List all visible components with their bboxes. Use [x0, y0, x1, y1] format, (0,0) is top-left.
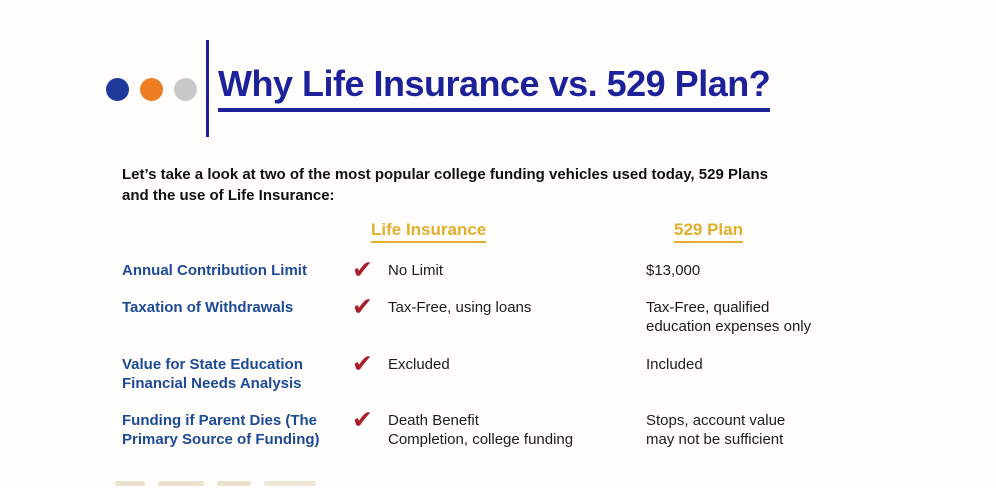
column-header-529-plan: 529 Plan — [674, 220, 743, 243]
life-insurance-cell: ✔ Tax-Free, using loans — [352, 292, 632, 321]
cutoff-text-fragment — [115, 481, 145, 486]
bullet-dots — [106, 78, 197, 101]
life-insurance-cell: ✔ No Limit — [352, 255, 632, 284]
plan-529-value: Stops, account value may not be sufficie… — [646, 412, 786, 448]
life-insurance-cell: ✔ Excluded — [352, 349, 632, 378]
cutoff-text-fragment — [264, 481, 316, 486]
orange-dot-icon — [140, 78, 163, 101]
row-label-annual-contribution-limit: Annual Contribution Limit — [122, 262, 307, 279]
life-insurance-value: Excluded — [388, 356, 450, 373]
row-label-state-education-needs-analysis: Value for State Education Financial Need… — [122, 356, 303, 392]
plan-529-value: $13,000 — [646, 262, 701, 279]
row-label-taxation-of-withdrawals: Taxation of Withdrawals — [122, 299, 294, 316]
page-title: Why Life Insurance vs. 529 Plan? — [218, 63, 771, 112]
plan-529-value: Tax-Free, qualified education expenses o… — [646, 299, 812, 335]
bottom-cutoff-fragment — [115, 481, 316, 486]
gray-dot-icon — [174, 78, 197, 101]
checkmark-icon: ✔ — [352, 292, 373, 321]
checkmark-icon: ✔ — [352, 405, 373, 434]
row-label-funding-if-parent-dies: Funding if Parent Dies (The Primary Sour… — [122, 412, 320, 448]
life-insurance-cell: ✔ Death Benefit Completion, college fund… — [352, 405, 632, 449]
life-insurance-value: Tax-Free, using loans — [388, 299, 532, 316]
plan-529-value: Included — [646, 356, 703, 373]
checkmark-icon: ✔ — [352, 255, 373, 284]
title-divider-line — [206, 40, 209, 137]
intro-text: Let’s take a look at two of the most pop… — [122, 166, 768, 204]
cutoff-text-fragment — [217, 481, 251, 486]
life-insurance-value: Death Benefit Completion, college fundin… — [388, 412, 574, 448]
blue-dot-icon — [106, 78, 129, 101]
life-insurance-value: No Limit — [388, 262, 444, 279]
column-header-life-insurance: Life Insurance — [371, 220, 487, 243]
checkmark-icon: ✔ — [352, 349, 373, 378]
cutoff-text-fragment — [158, 481, 204, 486]
